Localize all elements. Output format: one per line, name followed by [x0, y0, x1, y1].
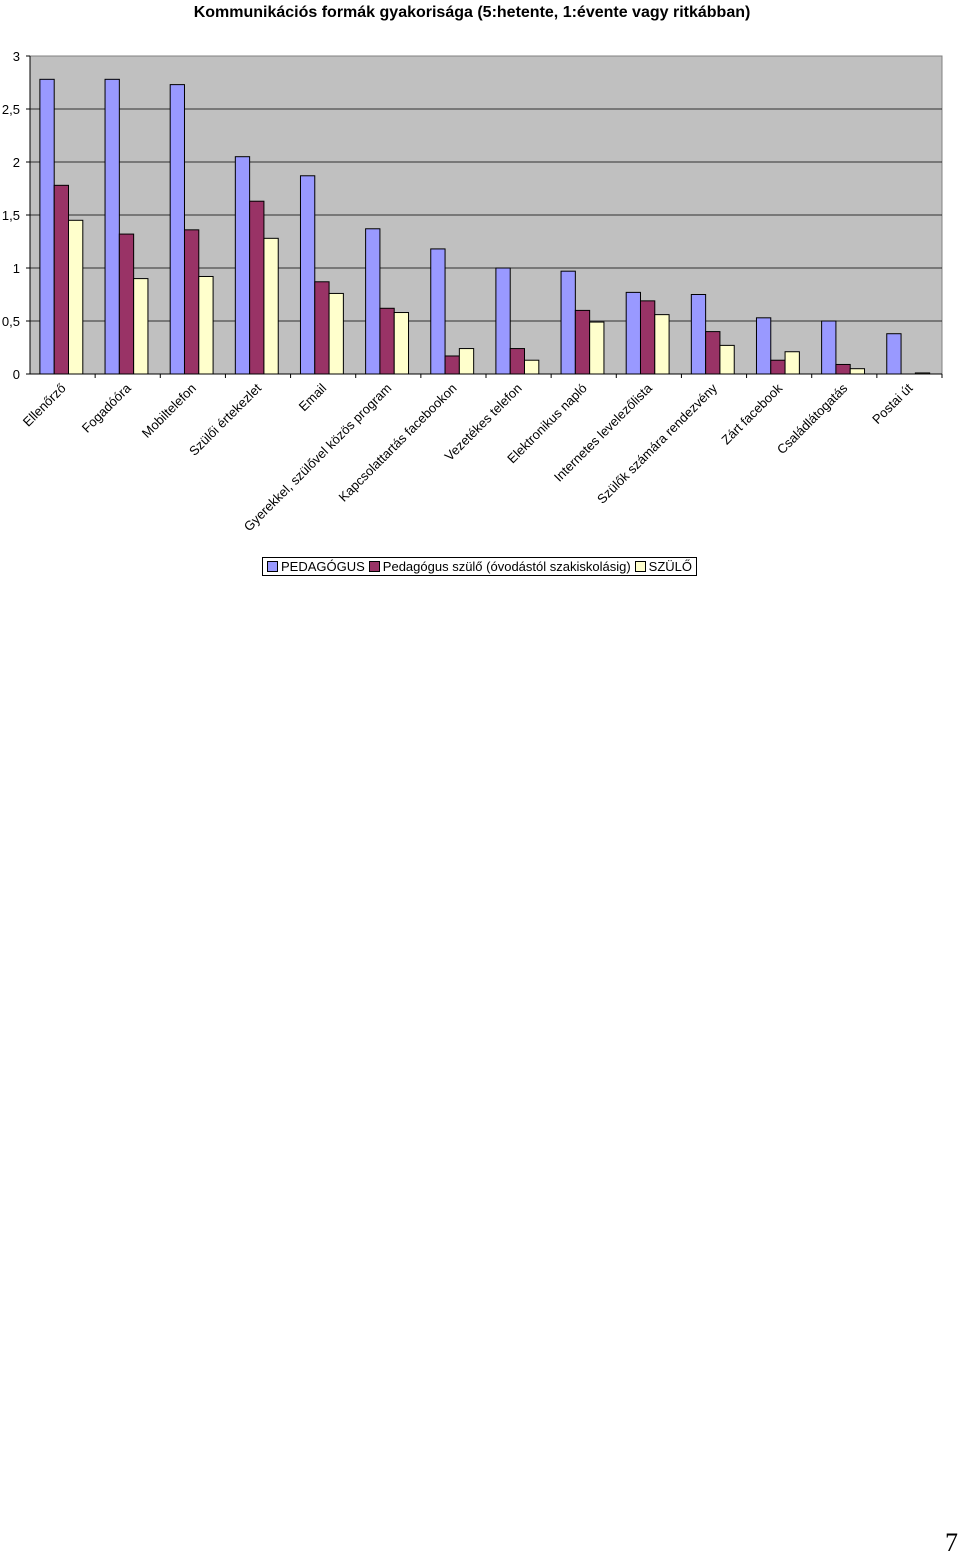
- bar: [849, 368, 866, 375]
- bar: [509, 348, 526, 375]
- bar: [705, 331, 721, 375]
- legend-swatch: [634, 561, 646, 572]
- x-tick-label: Email: [296, 380, 330, 414]
- x-tick-label: Kapcsolattartás facebookon: [335, 381, 459, 505]
- legend-label: Pedagógus szülő (óvodástól szakiskolásig…: [382, 559, 631, 574]
- y-tick-label: 1,5: [2, 208, 20, 223]
- x-tick-label: Családlátogatás: [774, 380, 851, 457]
- legend-item-pedagogus: PEDAGÓGUS: [267, 559, 365, 574]
- bar: [444, 355, 460, 375]
- y-tick-label: 1: [13, 261, 20, 276]
- bar: [118, 233, 135, 375]
- bar: [133, 278, 149, 375]
- x-tick-label: Ellenőrző: [20, 381, 69, 430]
- bar: [524, 359, 540, 375]
- legend-label: PEDAGÓGUS: [281, 559, 365, 574]
- bar: [574, 309, 591, 375]
- bar: [393, 312, 410, 375]
- bar: [263, 237, 279, 375]
- bar: [719, 344, 735, 375]
- bar: [835, 363, 851, 375]
- x-tick-label: Szülők számára rendezvény: [594, 380, 720, 506]
- bar: [770, 359, 786, 375]
- bar: [639, 300, 656, 375]
- page-number: 7: [945, 1528, 958, 1557]
- bar: [169, 84, 185, 375]
- bar: [183, 229, 200, 375]
- bar: [68, 219, 84, 375]
- bar: [625, 291, 641, 375]
- bar: [654, 314, 670, 375]
- x-tick-label: Zárt facebook: [718, 380, 785, 447]
- bar: [249, 200, 265, 375]
- bar: [458, 348, 475, 375]
- legend-swatch: [267, 561, 278, 572]
- y-tick-label: 2,5: [2, 102, 20, 117]
- y-tick-label: 2: [13, 155, 20, 170]
- x-tick-label: Mobiltelefon: [139, 381, 199, 441]
- legend-label: SZÜLŐ: [648, 559, 692, 574]
- x-tick-label: Fogadóóra: [79, 380, 135, 436]
- bar: [328, 292, 344, 375]
- y-tick-label: 3: [13, 49, 20, 64]
- y-tick-label: 0: [13, 367, 20, 382]
- bar: [53, 184, 70, 375]
- chart-title: Kommunikációs formák gyakorisága (5:hete…: [194, 4, 751, 21]
- bar: [755, 317, 772, 375]
- legend-item-szulo: SZÜLŐ: [634, 559, 692, 574]
- y-tick-label: 0,5: [2, 314, 20, 329]
- bar: [379, 307, 395, 375]
- bar: [234, 156, 251, 375]
- legend-item-pedagogus-szulo: Pedagógus szülő (óvodástól szakiskolásig…: [368, 559, 631, 574]
- bar: [365, 228, 381, 375]
- bar: [198, 275, 214, 375]
- legend-swatch: [368, 561, 380, 572]
- y-axis-ticks: 0 0,5 1 1,5 2 2,5 3: [2, 49, 30, 382]
- bar: [589, 321, 605, 375]
- bar: [821, 320, 837, 375]
- bar: [784, 351, 800, 375]
- bar: [560, 270, 576, 375]
- bar: [104, 78, 120, 375]
- bar: [314, 281, 330, 375]
- bars: [39, 78, 931, 375]
- x-tick-label: Postai út: [869, 380, 916, 427]
- chart: Kommunikációs formák gyakorisága (5:hete…: [2, 4, 943, 534]
- x-axis-ticks: [94, 374, 943, 378]
- bar: [886, 333, 902, 375]
- bar: [430, 248, 446, 375]
- bar: [299, 175, 316, 375]
- bar: [690, 294, 707, 375]
- bar: [39, 78, 55, 375]
- legend: PEDAGÓGUS Pedagógus szülő (óvodástól sza…: [262, 557, 697, 576]
- bar: [495, 267, 511, 375]
